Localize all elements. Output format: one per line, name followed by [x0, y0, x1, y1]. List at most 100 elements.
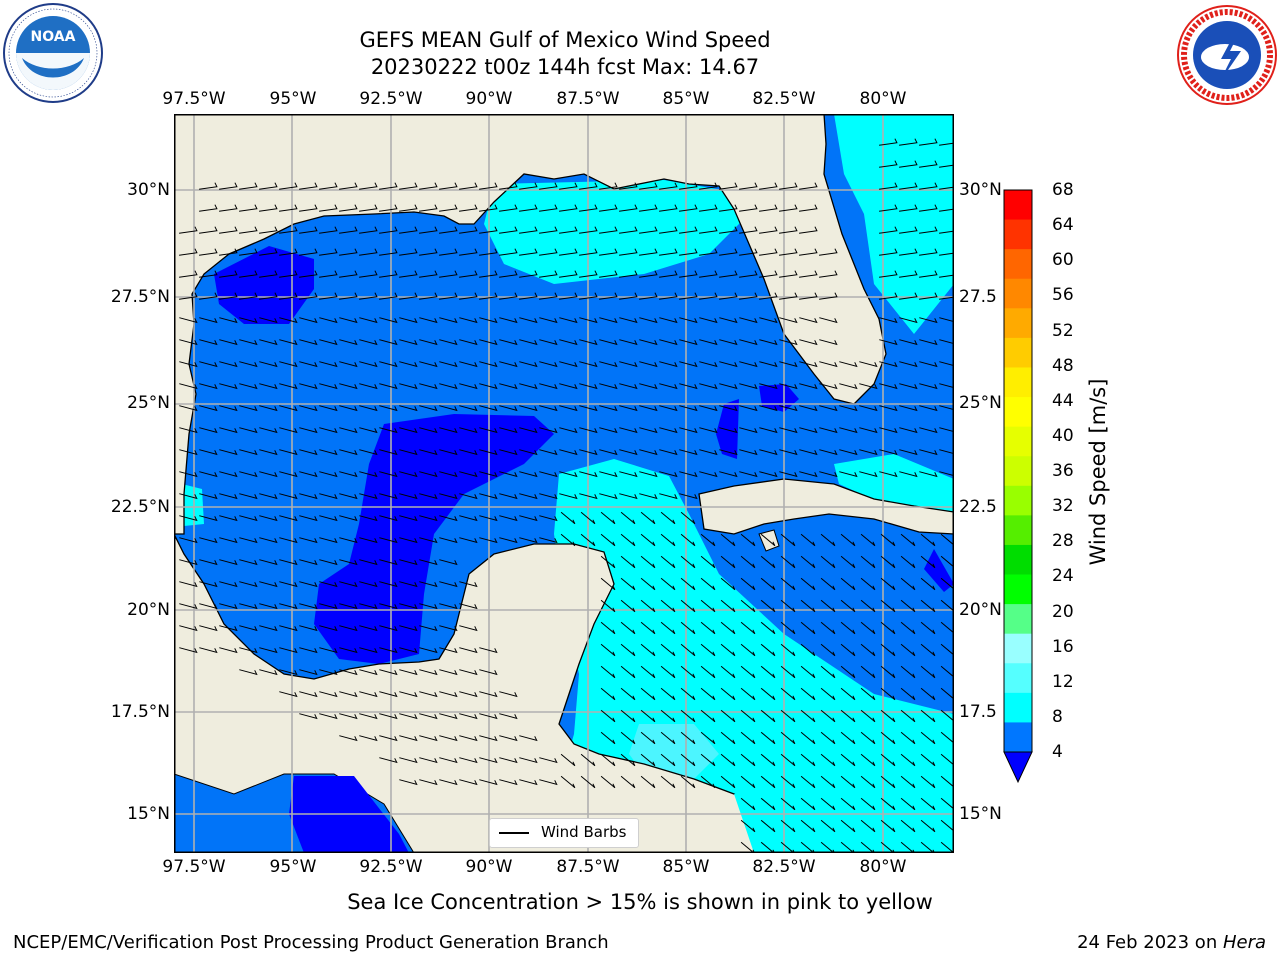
lon-tick-bottom: 90°W	[465, 857, 513, 877]
wind-barb	[880, 775, 896, 789]
wind-barb	[519, 361, 538, 368]
wind-barb	[680, 775, 696, 789]
wind-barb	[339, 647, 358, 654]
wind-barb	[559, 248, 578, 256]
wind-barb	[199, 493, 218, 500]
wind-barb	[439, 383, 458, 390]
cyan-zone-keys	[834, 454, 954, 514]
wind-barb	[199, 182, 218, 190]
wind-barb	[539, 515, 558, 522]
colorbar-segment	[1004, 308, 1032, 339]
wind-barb	[660, 599, 676, 613]
wind-barb	[660, 533, 676, 547]
wind-barb	[539, 779, 558, 786]
wind-barb	[279, 339, 298, 346]
wind-barb	[880, 577, 896, 591]
wind-barb	[439, 669, 458, 676]
wind-barb	[840, 555, 856, 569]
wind-barb	[720, 687, 736, 701]
wind-barb	[519, 427, 538, 434]
colorbar-segment	[1004, 515, 1032, 546]
wind-barb	[239, 493, 258, 500]
wind-barb	[299, 292, 318, 300]
wind-barb	[419, 471, 438, 478]
wind-barb	[739, 270, 758, 278]
wind-barb	[359, 270, 378, 278]
wind-barb	[779, 427, 798, 434]
wind-barb	[819, 270, 838, 278]
wind-barb	[819, 292, 838, 300]
wind-barb	[519, 757, 538, 764]
wind-barb	[819, 361, 838, 368]
lat-tick-left: 27.5°N	[110, 287, 170, 307]
lat-tick-left: 30°N	[127, 180, 170, 200]
wind-barb	[879, 226, 898, 234]
wind-barb	[860, 797, 876, 811]
wind-barb	[860, 555, 876, 569]
colorbar-segment	[1004, 663, 1032, 694]
wind-barb	[639, 204, 658, 212]
wind-barb	[259, 339, 278, 346]
wind-barb	[379, 757, 398, 764]
wind-barb	[880, 643, 896, 657]
wind-barb	[419, 248, 438, 256]
wind-barb	[519, 339, 538, 346]
wind-barb	[900, 775, 916, 789]
wind-barb	[439, 493, 458, 500]
land-north-america	[174, 114, 887, 535]
wind-barb	[239, 405, 258, 412]
lon-tick-bottom: 95°W	[269, 857, 317, 877]
wind-barb	[779, 471, 798, 478]
wind-barb	[659, 292, 678, 300]
wind-barb	[379, 248, 398, 256]
wind-barb	[560, 511, 576, 525]
wind-barb	[740, 643, 756, 657]
wind-barb	[299, 537, 318, 544]
wind-barb	[719, 248, 738, 256]
wind-barb	[459, 515, 478, 522]
wind-barb	[419, 292, 438, 300]
wind-barb	[599, 317, 618, 324]
wind-barb	[719, 204, 738, 212]
wind-barb	[179, 317, 198, 324]
wind-barb	[820, 709, 836, 723]
wind-barb	[539, 493, 558, 500]
wind-barb	[840, 665, 856, 679]
wind-barb	[539, 449, 558, 456]
wind-barb	[339, 292, 358, 300]
wind-barb	[359, 735, 378, 742]
wind-barb	[459, 292, 478, 300]
wind-barb	[359, 226, 378, 234]
wind-barb	[219, 427, 238, 434]
wind-barb	[699, 383, 718, 390]
wind-barb	[700, 687, 716, 701]
wind-barb	[639, 182, 658, 190]
wind-barb	[820, 687, 836, 701]
wind-barb	[820, 577, 836, 591]
wind-barb	[659, 317, 678, 324]
wind-barb	[739, 449, 758, 456]
wind-barb	[660, 621, 676, 635]
wind-barb	[679, 204, 698, 212]
wind-barb	[319, 339, 338, 346]
wind-barb	[299, 204, 318, 212]
wind-barb	[299, 515, 318, 522]
wind-barb	[459, 647, 478, 654]
wind-barb	[600, 577, 616, 591]
wind-barb	[920, 731, 936, 745]
wind-barb	[519, 270, 538, 278]
wind-barb	[459, 471, 478, 478]
wind-barb	[479, 757, 498, 764]
wind-barb	[559, 383, 578, 390]
wind-barb	[759, 226, 778, 234]
wind-barb	[779, 182, 798, 190]
wind-barb	[720, 643, 736, 657]
wind-barb	[299, 361, 318, 368]
wind-barb	[339, 471, 358, 478]
wind-barb	[759, 317, 778, 324]
wind-barb	[780, 775, 796, 789]
wind-barb	[679, 449, 698, 456]
wind-barb	[919, 471, 938, 478]
wind-barb	[659, 226, 678, 234]
wind-barb	[579, 317, 598, 324]
